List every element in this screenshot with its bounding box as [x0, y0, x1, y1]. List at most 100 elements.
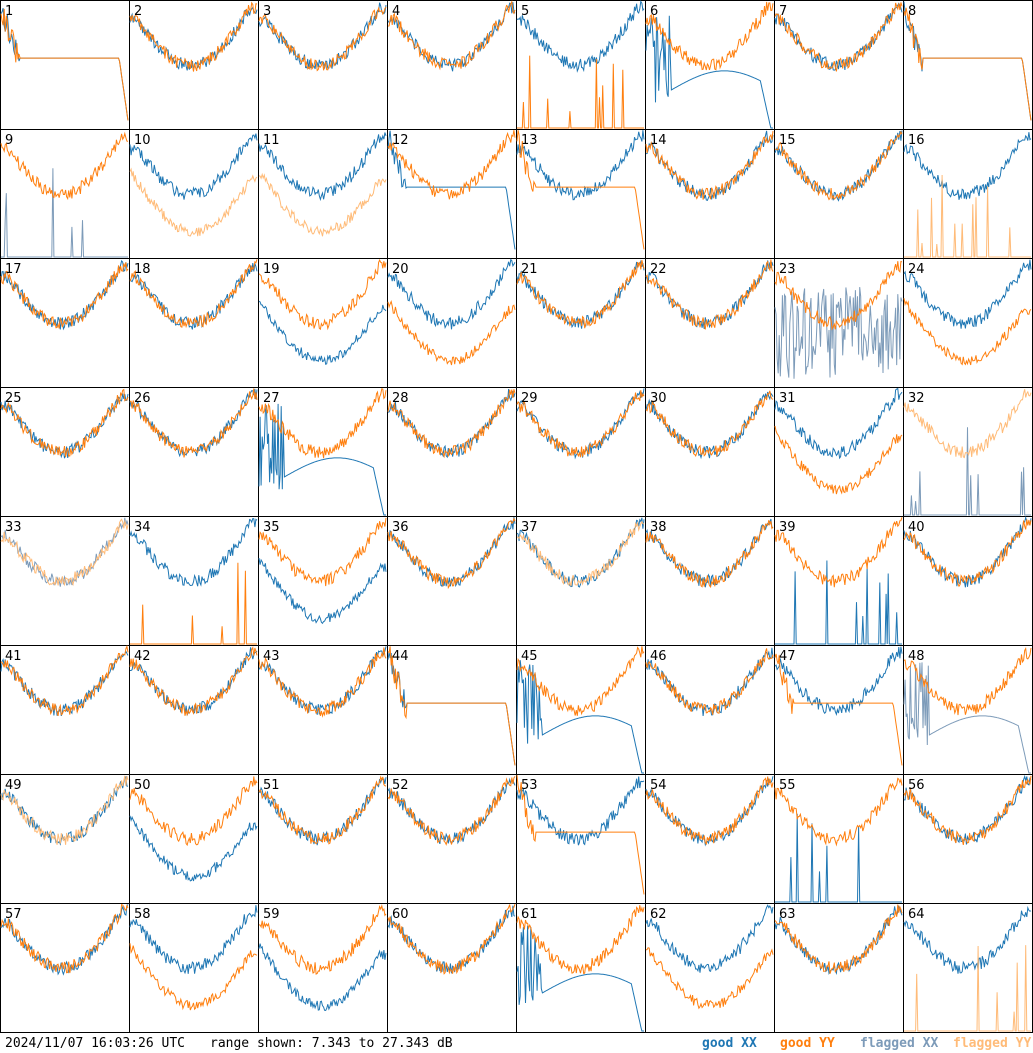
series-yy-line [774, 904, 903, 974]
series-xx-line [903, 259, 1032, 329]
series-yy-line [645, 131, 774, 200]
series-xx-line [645, 15, 773, 129]
tile-36: 36 [387, 516, 517, 646]
tile-46: 46 [645, 645, 775, 775]
series-yy-line [0, 903, 129, 974]
series-yy-line [645, 259, 774, 330]
tile-62: 62 [645, 903, 775, 1033]
tile-label: 24 [908, 262, 925, 277]
series-xx-line [645, 260, 774, 329]
series-yy-line [258, 775, 387, 845]
series-yy-line [387, 646, 516, 766]
tile-6: 6 [645, 0, 775, 130]
series-xx-line [904, 427, 1031, 516]
series-yy-line [903, 519, 1032, 588]
tile-48: 48 [903, 645, 1033, 775]
tile-label: 48 [908, 649, 925, 664]
tile-label: 28 [392, 391, 409, 406]
tile-26: 26 [129, 387, 259, 517]
series-xx-line [516, 660, 644, 774]
series-xx-line [775, 560, 902, 645]
tile-label: 22 [650, 262, 667, 277]
tile-57: 57 [0, 903, 130, 1033]
series-xx-line [129, 133, 258, 200]
series-xx-line [516, 925, 644, 1032]
tile-42: 42 [129, 645, 259, 775]
tile-frame [0, 0, 130, 130]
tile-label: 61 [521, 907, 538, 922]
series-xx-line [258, 558, 387, 625]
tile-frame [516, 774, 646, 904]
tile-label: 56 [908, 778, 925, 793]
tile-label: 42 [134, 649, 151, 664]
tile-39: 39 [774, 516, 904, 646]
tile-label: 43 [263, 649, 280, 664]
series-yy-line [645, 776, 774, 846]
series-yy-line [516, 259, 645, 329]
tile-55: 55 [774, 774, 904, 904]
series-yy-line [258, 517, 387, 587]
tile-frame [129, 387, 259, 517]
series-yy-line [645, 1, 774, 71]
series-yy-line [129, 388, 258, 458]
series-yy-line [387, 0, 516, 71]
tile-label: 18 [134, 262, 151, 277]
series-yy-line [903, 646, 1032, 716]
series-yy-line [774, 260, 903, 331]
tile-53: 53 [516, 774, 646, 904]
tile-label: 23 [779, 262, 796, 277]
tile-label: 44 [392, 649, 409, 664]
series-yy-line [516, 390, 645, 458]
tile-label: 55 [779, 778, 796, 793]
series-yy-line [387, 130, 516, 200]
series-yy-line [258, 388, 387, 459]
tile-label: 29 [521, 391, 538, 406]
tile-12: 12 [387, 129, 517, 259]
tile-label: 4 [392, 4, 400, 19]
series-xx-line [129, 263, 258, 330]
tile-label: 57 [5, 907, 22, 922]
tile-label: 36 [392, 520, 409, 535]
tile-frame [258, 258, 388, 388]
series-yy-line [387, 776, 516, 846]
tile-16: 16 [903, 129, 1033, 259]
tile-label: 41 [5, 649, 22, 664]
tile-label: 20 [392, 262, 409, 277]
tile-label: 50 [134, 778, 151, 793]
tile-56: 56 [903, 774, 1033, 904]
series-xx-line [775, 813, 902, 903]
tile-frame [645, 258, 775, 388]
series-xx-line [774, 2, 903, 71]
series-xx-line [516, 776, 645, 846]
series-yy-line [129, 646, 258, 717]
tile-label: 31 [779, 391, 796, 406]
series-xx-line [129, 815, 258, 882]
tile-label: 49 [5, 778, 22, 793]
legend-good-yy: good YY [780, 1036, 835, 1051]
tile-43: 43 [258, 645, 388, 775]
series-xx-line [0, 393, 129, 459]
tile-34: 34 [129, 516, 259, 646]
tile-label: 25 [5, 391, 22, 406]
series-yy-line [645, 947, 774, 1010]
tile-label: 12 [392, 133, 409, 148]
tile-label: 33 [5, 520, 22, 535]
series-yy-line [258, 172, 387, 237]
tile-label: 47 [779, 649, 796, 664]
tile-frame [0, 645, 130, 775]
tile-label: 60 [392, 907, 409, 922]
legend-good-xx: good XX [702, 1036, 757, 1051]
series-yy-line [774, 517, 903, 588]
tile-40: 40 [903, 515, 1033, 646]
tile-32: 32 [903, 387, 1033, 517]
tile-label: 64 [908, 907, 925, 922]
series-yy-line [129, 776, 258, 847]
series-yy-line [387, 300, 516, 366]
series-xx-line [903, 132, 1032, 200]
tile-24: 24 [903, 258, 1033, 388]
series-yy-line [0, 262, 129, 329]
tile-label: 19 [263, 262, 280, 277]
tile-30: 30 [645, 387, 775, 517]
tile-label: 63 [779, 907, 796, 922]
series-yy-line [516, 774, 645, 895]
